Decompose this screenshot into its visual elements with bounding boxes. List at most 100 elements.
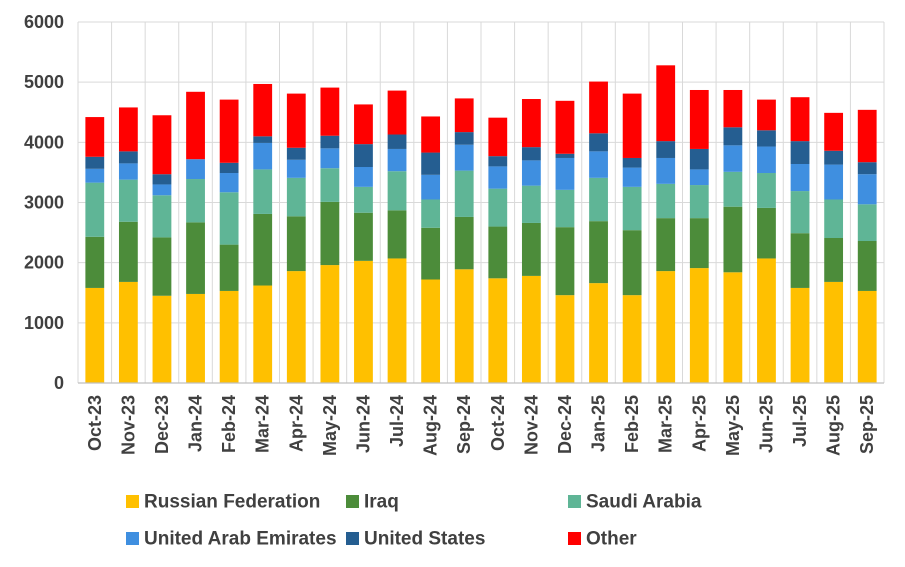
bar-Sep-24-iraq [454, 216, 474, 270]
legend-swatch-saudi-arabia [568, 495, 581, 508]
bar-Oct-23-other [85, 117, 105, 157]
bar-Jul-24-united-arab-emirates [387, 148, 407, 172]
legend-swatch-united-states [346, 532, 359, 545]
bar-Jun-25-united-arab-emirates [757, 146, 776, 174]
bar-Jan-25-saudi-arabia [589, 177, 608, 222]
bar-Feb-25-other [622, 93, 642, 158]
bar-Mar-25-saudi-arabia [656, 183, 676, 219]
bar-Dec-23-other [152, 115, 172, 175]
bar-Jun-24-united-states [354, 144, 373, 168]
bar-Apr-24-other [286, 93, 306, 148]
y-tick-label-1000: 1000 [24, 313, 64, 333]
legend-label-russian-federation: Russian Federation [144, 492, 320, 513]
bar-Apr-25-russian-federation [689, 268, 709, 383]
bar-Jun-25-russian-federation [757, 258, 776, 383]
bar-Sep-25-united-arab-emirates [857, 174, 877, 205]
bar-Feb-24-iraq [219, 244, 239, 291]
bar-Jun-24-saudi-arabia [354, 186, 373, 213]
bar-Jan-25-united-arab-emirates [589, 151, 608, 178]
y-tick-label-0: 0 [54, 373, 64, 393]
bar-Jan-25-iraq [589, 221, 608, 284]
y-tick-labels: 0 1000 2000 3000 4000 5000 6000 [24, 12, 64, 393]
bar-Jun-24-other [354, 104, 373, 145]
x-tick-label-Aug-25: Aug-25 [824, 395, 844, 456]
legend: Russian Federation Iraq Saudi Arabia United… [126, 492, 702, 550]
bar-Aug-24-iraq [421, 227, 441, 280]
bar-Jun-25-united-states [757, 130, 776, 147]
bar-Oct-24-russian-federation [488, 278, 508, 383]
legend-label-iraq: Iraq [364, 492, 399, 513]
bar-Aug-25-russian-federation [824, 281, 844, 383]
bar-Mar-24-saudi-arabia [253, 169, 273, 214]
bar-Aug-25-saudi-arabia [824, 199, 844, 238]
bar-Jul-24-other [387, 90, 407, 135]
bar-Nov-23-saudi-arabia [118, 179, 138, 222]
bar-Aug-25-other [824, 112, 844, 151]
bar-Jul-25-iraq [790, 233, 810, 288]
bar-Jun-24-iraq [354, 212, 373, 261]
x-tick-label-Mar-24: Mar-24 [253, 395, 273, 453]
x-tick-label-Apr-25: Apr-25 [689, 395, 709, 452]
bar-Feb-24-russian-federation [219, 290, 239, 383]
bar-May-24-iraq [320, 201, 340, 266]
bar-Jul-24-iraq [387, 210, 407, 259]
bar-Sep-24-russian-federation [454, 269, 474, 383]
bar-Dec-24-other [555, 100, 575, 154]
x-tick-label-Feb-25: Feb-25 [622, 395, 642, 453]
bar-Jan-25-united-states [589, 133, 608, 152]
bar-Dec-24-iraq [555, 227, 575, 296]
x-tick-label-Nov-23: Nov-23 [118, 395, 138, 455]
legend-label-united-arab-emirates: United Arab Emirates [144, 529, 337, 550]
legend-swatch-iraq [346, 495, 359, 508]
bar-Oct-23-russian-federation [85, 287, 105, 383]
x-tick-label-Nov-24: Nov-24 [521, 395, 541, 455]
bar-Apr-24-saudi-arabia [286, 177, 306, 217]
x-tick-label-Apr-24: Apr-24 [286, 395, 306, 452]
bar-May-24-other [320, 87, 340, 136]
bar-Aug-24-saudi-arabia [421, 199, 441, 228]
bar-Mar-25-russian-federation [656, 271, 676, 383]
x-tick-label-Mar-25: Mar-25 [656, 395, 676, 453]
bar-Dec-23-united-states [152, 174, 172, 185]
y-tick-label-6000: 6000 [24, 12, 64, 32]
bar-Jun-24-united-arab-emirates [354, 167, 373, 187]
bar-Apr-25-united-states [689, 148, 709, 170]
bar-Aug-24-other [421, 116, 441, 153]
bar-Jan-24-iraq [186, 222, 205, 294]
bar-Mar-25-iraq [656, 218, 676, 272]
bar-Mar-24-iraq [253, 213, 273, 286]
bar-Jul-24-united-states [387, 134, 407, 149]
bar-Oct-23-united-states [85, 156, 105, 169]
bar-Sep-24-united-states [454, 132, 474, 145]
y-tick-label-5000: 5000 [24, 72, 64, 92]
x-tick-label-Jan-25: Jan-25 [589, 395, 609, 452]
bar-Feb-24-saudi-arabia [219, 192, 239, 245]
bar-Mar-24-united-arab-emirates [253, 142, 273, 170]
bar-Nov-24-other [521, 99, 541, 148]
x-tick-labels: Oct-23 Nov-23 Dec-23 Jan-24 Feb-24 Mar-24 Apr-… [85, 395, 877, 456]
bar-Oct-24-iraq [488, 226, 508, 279]
bar-Apr-25-saudi-arabia [689, 185, 709, 219]
bar-Sep-25-russian-federation [857, 290, 877, 383]
bar-Nov-23-united-arab-emirates [118, 163, 138, 180]
bar-Nov-23-iraq [118, 221, 138, 282]
bar-Mar-25-other [656, 65, 676, 142]
bar-Jul-24-russian-federation [387, 258, 407, 383]
bar-Jul-25-russian-federation [790, 287, 810, 383]
bar-Feb-25-russian-federation [622, 295, 642, 383]
bar-Feb-24-other [219, 99, 239, 163]
bar-Oct-23-saudi-arabia [85, 182, 105, 237]
bar-Nov-24-russian-federation [521, 275, 541, 383]
x-tick-label-Oct-23: Oct-23 [85, 395, 105, 451]
bar-Dec-24-russian-federation [555, 295, 575, 383]
bar-Apr-24-iraq [286, 216, 306, 272]
x-tick-label-Jul-25: Jul-25 [790, 395, 810, 447]
bar-Feb-25-iraq [622, 230, 642, 296]
bar-Aug-25-iraq [824, 237, 844, 282]
bar-Feb-25-united-states [622, 157, 642, 168]
bar-Dec-24-united-states [555, 153, 575, 158]
x-tick-label-Sep-24: Sep-24 [454, 395, 474, 454]
bar-Apr-24-russian-federation [286, 271, 306, 383]
legend-swatch-other [568, 532, 581, 545]
